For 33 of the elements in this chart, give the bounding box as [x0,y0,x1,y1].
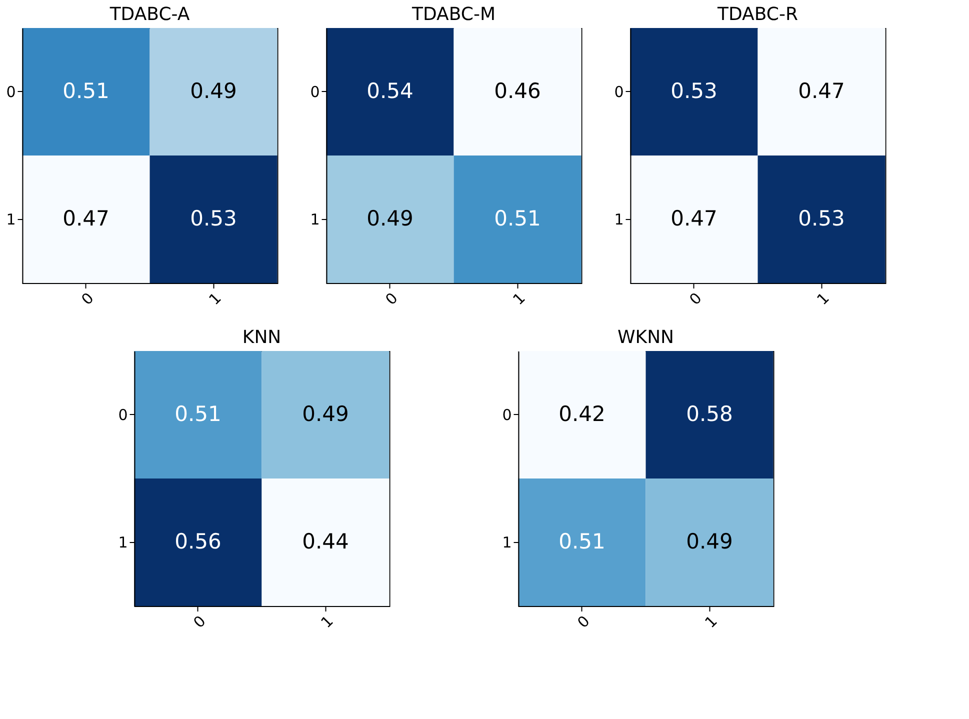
data-label: 0.49 [190,78,237,103]
chart-title: WKNN [617,327,674,348]
x-tick-label: 1 [205,289,225,309]
data-label: 0.51 [62,78,110,103]
x-tick-label: 1 [813,289,833,309]
data-label: 0.47 [670,206,718,230]
data-label: 0.56 [174,529,222,554]
data-label: 0.49 [302,402,349,426]
data-label: 0.53 [190,206,237,230]
data-label: 0.49 [366,206,414,230]
data-label: 0.51 [174,402,222,426]
x-tick-label: 0 [574,612,594,632]
data-label: 0.51 [494,206,541,230]
data-label: 0.53 [670,78,718,103]
data-label: 0.53 [798,206,845,230]
data-label: 0.47 [62,206,110,230]
data-label: 0.51 [558,529,606,554]
data-label: 0.46 [494,78,541,103]
data-label: 0.44 [302,529,349,554]
x-tick-label: 1 [701,612,721,632]
chart-title: KNN [242,327,282,348]
data-label: 0.47 [798,78,845,103]
data-label: 0.49 [686,529,733,554]
chart-title: TDABC-M [411,4,496,25]
chart-title: TDABC-A [108,4,190,25]
data-label: 0.42 [558,402,606,426]
data-label: 0.54 [366,78,414,103]
x-tick-label: 0 [686,289,706,309]
data-label: 0.58 [686,402,733,426]
chart-title: TDABC-R [716,4,798,25]
x-tick-label: 0 [382,289,402,309]
x-tick-label: 0 [78,289,98,309]
x-tick-label: 0 [190,612,210,632]
